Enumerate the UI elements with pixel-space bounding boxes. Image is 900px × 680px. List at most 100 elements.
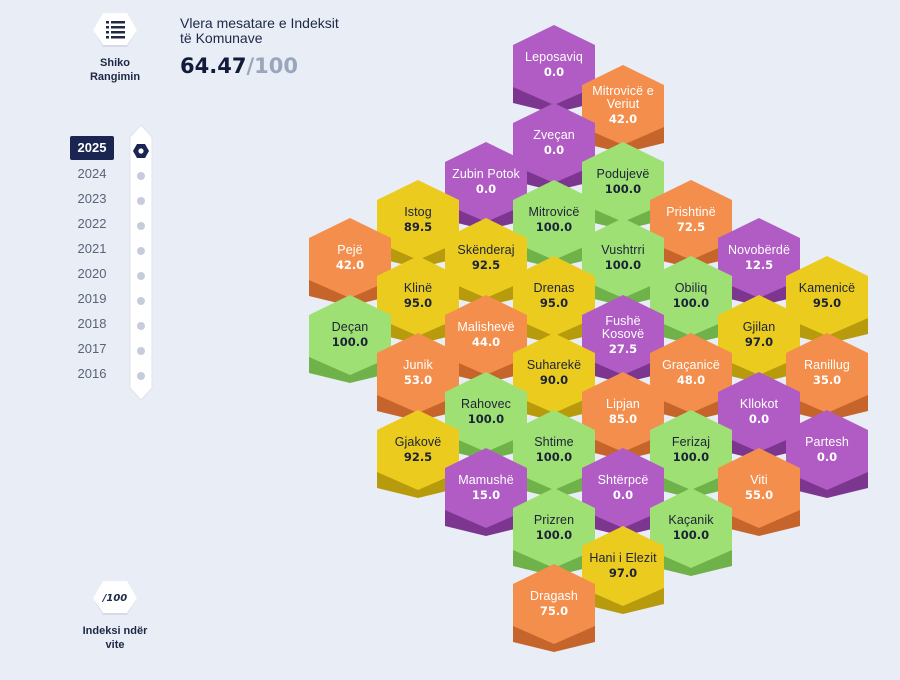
municipality-hex[interactable]: Malishevë 44.0 bbox=[443, 295, 529, 383]
score-value: 64.47 bbox=[180, 54, 247, 78]
municipality-name: Shtërpcë bbox=[597, 473, 649, 487]
municipality-hex[interactable]: Zveçan 0.0 bbox=[511, 103, 597, 191]
municipality-name: Dragash bbox=[530, 589, 578, 603]
year-2020[interactable]: 2020 bbox=[77, 266, 107, 281]
average-score: 64.47/100 bbox=[180, 54, 340, 78]
municipality-hex[interactable]: Fushë Kosovë 27.5 bbox=[580, 295, 666, 383]
municipality-name: Hani i Elezit bbox=[589, 551, 657, 565]
slider-step[interactable] bbox=[137, 297, 145, 305]
slider-step[interactable] bbox=[137, 247, 145, 255]
year-2017[interactable]: 2017 bbox=[77, 341, 107, 356]
municipality-value: 15.0 bbox=[471, 488, 501, 502]
municipality-hex[interactable]: Lipjan 85.0 bbox=[580, 372, 666, 460]
municipality-hex[interactable]: Partesh 0.0 bbox=[784, 410, 870, 498]
municipality-hex[interactable]: Mitrovicë e Veriut 42.0 bbox=[580, 65, 666, 153]
municipality-hex[interactable]: Prizren 100.0 bbox=[511, 488, 597, 576]
municipality-hex[interactable]: Gjakovë 92.5 bbox=[375, 410, 461, 498]
municipality-hex[interactable]: Mitrovicë 100.0 bbox=[511, 180, 597, 268]
ranking-button[interactable]: Shiko Rangimin bbox=[80, 10, 150, 84]
municipality-value: 95.0 bbox=[403, 296, 433, 310]
municipality-hex[interactable]: Leposaviq 0.0 bbox=[511, 25, 597, 113]
municipality-name: Rahovec bbox=[460, 397, 512, 411]
municipality-name: Novobërdë bbox=[727, 243, 791, 257]
municipality-hex[interactable]: Prishtinë 72.5 bbox=[648, 180, 734, 268]
municipality-value: 35.0 bbox=[812, 373, 842, 387]
municipality-hex[interactable]: Istog 89.5 bbox=[375, 180, 461, 268]
municipality-hex[interactable]: Zubin Potok 0.0 bbox=[443, 142, 529, 230]
municipality-value: 89.5 bbox=[403, 220, 433, 234]
municipality-hex[interactable]: Novobërdë 12.5 bbox=[716, 218, 802, 306]
municipality-name: Malishevë bbox=[457, 320, 515, 334]
municipality-name: Leposaviq bbox=[525, 50, 583, 64]
municipality-name: Prishtinë bbox=[666, 205, 716, 219]
municipality-name: Gjilan bbox=[742, 320, 776, 334]
municipality-hex[interactable]: Kamenicë 95.0 bbox=[784, 256, 870, 344]
municipality-hex[interactable]: Shtërpcë 0.0 bbox=[580, 448, 666, 536]
municipality-value: 100.0 bbox=[672, 528, 710, 542]
index-over-years-button[interactable]: /100 Indeksi ndër vite bbox=[80, 578, 150, 652]
municipality-value: 12.5 bbox=[744, 258, 774, 272]
municipality-hex[interactable]: Shtime 100.0 bbox=[511, 410, 597, 498]
municipality-hex[interactable]: Ranillug 35.0 bbox=[784, 333, 870, 421]
municipality-hex[interactable]: Rahovec 100.0 bbox=[443, 372, 529, 460]
municipality-hex[interactable]: Dragash 75.0 bbox=[511, 564, 597, 652]
year-2018[interactable]: 2018 bbox=[77, 316, 107, 331]
municipality-hex[interactable]: Suharekë 90.0 bbox=[511, 333, 597, 421]
municipality-value: 100.0 bbox=[672, 450, 710, 464]
year-2022[interactable]: 2022 bbox=[77, 216, 107, 231]
municipality-value: 72.5 bbox=[676, 220, 706, 234]
municipality-hex[interactable]: Hani i Elezit 97.0 bbox=[580, 526, 666, 614]
year-2016[interactable]: 2016 bbox=[77, 366, 107, 381]
year-2021[interactable]: 2021 bbox=[77, 241, 107, 256]
municipality-hex[interactable]: Obiliq 100.0 bbox=[648, 256, 734, 344]
municipality-value: 100.0 bbox=[535, 528, 573, 542]
municipality-name: Podujevë bbox=[596, 167, 650, 181]
municipality-hex[interactable]: Ferizaj 100.0 bbox=[648, 410, 734, 498]
municipality-name: Mamushë bbox=[458, 473, 514, 487]
municipality-hex[interactable]: Vushtrri 100.0 bbox=[580, 218, 666, 306]
municipality-hex[interactable]: Drenas 95.0 bbox=[511, 256, 597, 344]
slider-step[interactable] bbox=[137, 372, 145, 380]
municipality-value: 92.5 bbox=[471, 258, 501, 272]
slider-step[interactable] bbox=[137, 347, 145, 355]
municipality-hex[interactable]: Mamushë 15.0 bbox=[443, 448, 529, 536]
municipality-name: Klinë bbox=[403, 281, 433, 295]
municipality-hex[interactable]: Graçanicë 48.0 bbox=[648, 333, 734, 421]
municipality-hex[interactable]: Podujevë 100.0 bbox=[580, 142, 666, 230]
year-2019[interactable]: 2019 bbox=[77, 291, 107, 306]
municipality-hex[interactable]: Deçan 100.0 bbox=[307, 295, 393, 383]
year-slider[interactable] bbox=[127, 125, 155, 400]
municipality-name: Zveçan bbox=[533, 128, 575, 142]
municipality-name: Kllokot bbox=[739, 397, 779, 411]
municipality-hex[interactable]: Kaçanik 100.0 bbox=[648, 488, 734, 576]
municipality-name: Vushtrri bbox=[601, 243, 645, 257]
municipality-name: Obiliq bbox=[674, 281, 708, 295]
year-2023[interactable]: 2023 bbox=[77, 191, 107, 206]
slider-step[interactable] bbox=[137, 272, 145, 280]
municipality-name: Mitrovicë e Veriut bbox=[592, 83, 654, 111]
municipality-name: Graçanicë bbox=[662, 358, 720, 372]
slider-step[interactable] bbox=[137, 222, 145, 230]
municipality-hex[interactable]: Gjilan 97.0 bbox=[716, 295, 802, 383]
municipality-hex[interactable]: Klinë 95.0 bbox=[375, 256, 461, 344]
slider-step[interactable] bbox=[137, 197, 145, 205]
municipality-hex[interactable]: Pejë 42.0 bbox=[307, 218, 393, 306]
municipality-hex[interactable]: Viti 55.0 bbox=[716, 448, 802, 536]
municipality-value: 42.0 bbox=[335, 258, 365, 272]
slider-step[interactable] bbox=[137, 322, 145, 330]
slider-step[interactable] bbox=[137, 172, 145, 180]
municipality-hex[interactable]: Skënderaj 92.5 bbox=[443, 218, 529, 306]
municipality-hex[interactable]: Junik 53.0 bbox=[375, 333, 461, 421]
municipality-value: 100.0 bbox=[331, 335, 369, 349]
municipality-value: 95.0 bbox=[539, 296, 569, 310]
slider-knob[interactable] bbox=[133, 143, 149, 159]
municipality-value: 42.0 bbox=[608, 111, 638, 126]
header-title: Vlera mesatare e Indeksit të Komunave bbox=[180, 15, 339, 46]
year-2024[interactable]: 2024 bbox=[77, 166, 107, 181]
year-2025[interactable]: 2025 bbox=[70, 136, 114, 160]
municipality-hex[interactable]: Kllokot 0.0 bbox=[716, 372, 802, 460]
score-max: 100 bbox=[254, 54, 298, 78]
municipality-name: Istog bbox=[404, 205, 432, 219]
municipality-value: 0.0 bbox=[816, 450, 838, 464]
